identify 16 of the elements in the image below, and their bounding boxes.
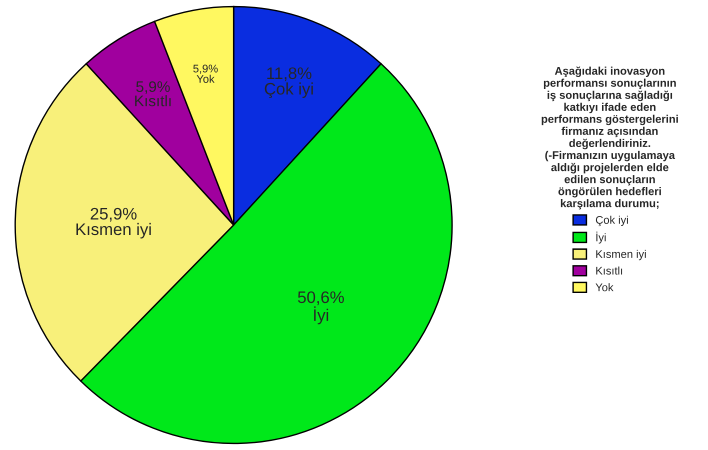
data-label: 5,9% (136, 81, 170, 94)
data-label: 5,9% (193, 64, 218, 74)
slice-label: Yok (196, 74, 215, 83)
data-label: 50,6% (298, 291, 344, 306)
slice-label: Kısıtlı (135, 95, 171, 106)
data-label: 11,8% (267, 67, 312, 82)
slice-label: Çok iyi (264, 82, 313, 98)
data-label: 25,9% (90, 208, 137, 222)
legend-label: Kısıtlı (596, 266, 622, 275)
slice-label: İyi (314, 306, 328, 324)
text: Aşağıdaki inovasyon performansı sonuçlarının iş sonuçlarına sağladığı katkıyı ifade eden performans göstergelerini firmanız açısından değerlendiriniz. (-Firmanızın uygulamaya aldığı projelerden elde edilen sonuçların öngörülen hedefleri karşılama durumu; (542, 66, 678, 210)
legend-label: İyi (596, 232, 606, 244)
legend-label: Kısmen iyi (596, 250, 646, 260)
legend-label: Yok (596, 283, 614, 292)
slice-label: Kısmen iyi (76, 222, 151, 238)
legend-label: Çok iyi (596, 216, 628, 226)
